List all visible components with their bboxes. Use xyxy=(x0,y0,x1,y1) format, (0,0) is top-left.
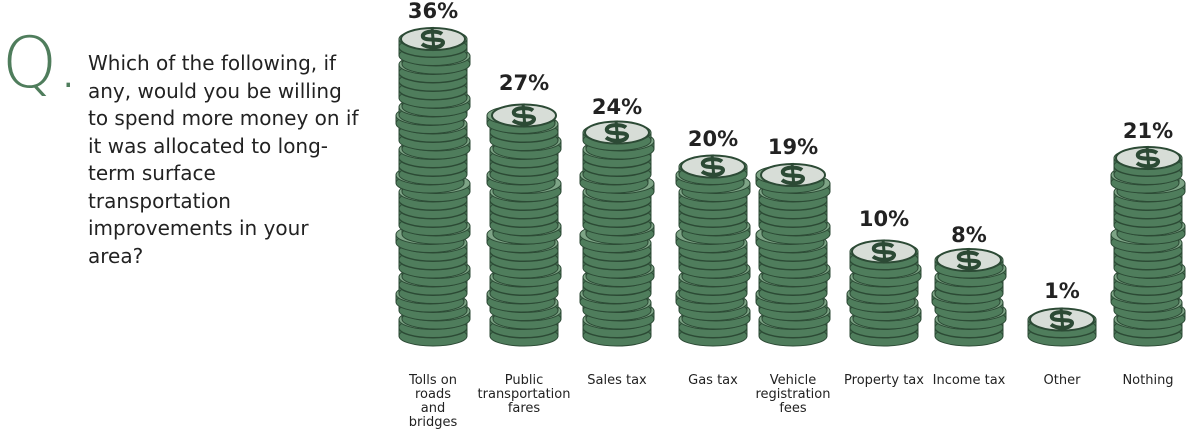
coin-stack xyxy=(487,104,561,347)
dollar-bar xyxy=(792,163,794,187)
coin-stack xyxy=(932,248,1006,346)
category-label: Vehicle registration fees xyxy=(743,374,843,416)
category-label: Other xyxy=(1012,374,1112,388)
dollar-bar xyxy=(432,27,434,51)
dollar-bar xyxy=(883,240,885,264)
category-label: Public transportation fares xyxy=(474,374,574,416)
coin-stack xyxy=(756,163,830,346)
category-label: Sales tax xyxy=(567,374,667,388)
value-label: 36% xyxy=(408,0,458,23)
value-label: 10% xyxy=(859,207,909,231)
page: Q. Which of the following, if any, would… xyxy=(0,0,1186,437)
chart: 36% 27% 24% 20% 19% 10% 8% 1% 21% xyxy=(0,0,1186,437)
dollar-bar xyxy=(616,121,618,145)
value-label: 19% xyxy=(768,135,818,159)
coin-stack xyxy=(580,121,654,347)
value-label: 21% xyxy=(1123,119,1173,143)
value-label: 27% xyxy=(499,71,549,95)
dollar-bar xyxy=(1147,146,1149,170)
coin-stack xyxy=(396,27,470,346)
coin-stack xyxy=(1028,308,1096,347)
dollar-bar xyxy=(523,104,525,128)
dollar-bar xyxy=(712,155,714,179)
value-label: 24% xyxy=(592,95,642,119)
value-label: 20% xyxy=(688,127,738,151)
coin-stack xyxy=(847,240,921,347)
coin-stack xyxy=(676,155,750,347)
dollar-bar xyxy=(1061,308,1063,332)
value-label: 1% xyxy=(1044,279,1080,303)
category-label: Tolls on roads and bridges xyxy=(403,374,463,430)
dollar-bar xyxy=(968,248,970,272)
value-label: 8% xyxy=(951,223,987,247)
category-label: Nothing xyxy=(1098,374,1186,388)
category-label: Income tax xyxy=(919,374,1019,388)
coin-stack xyxy=(1111,146,1185,346)
